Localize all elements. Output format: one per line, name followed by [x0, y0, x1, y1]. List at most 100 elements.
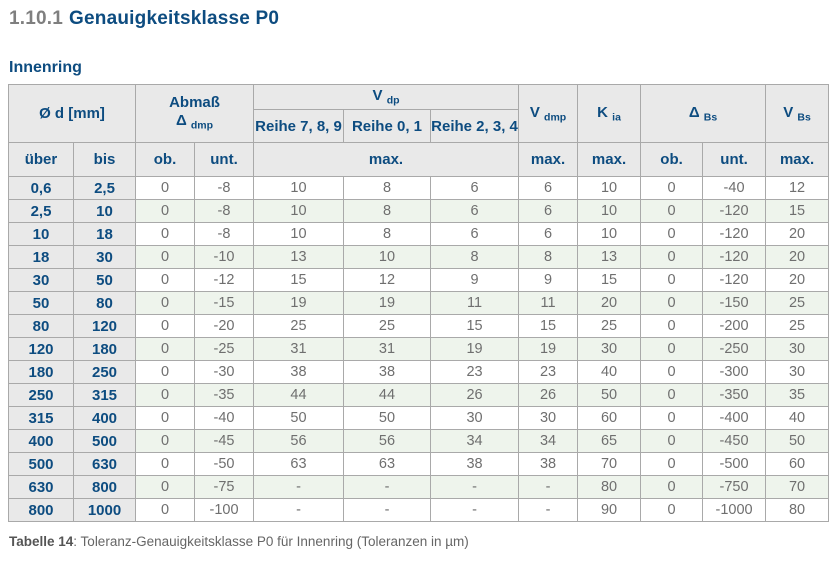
tolerance-value-cell: 19 [253, 291, 344, 315]
diameter-range-cell: 50 [73, 268, 136, 292]
tolerance-value-cell: 0 [135, 268, 195, 292]
diameter-range-cell: 80 [8, 314, 74, 338]
tolerance-value-cell: 6 [429, 176, 520, 200]
tolerance-value-cell: - [429, 498, 520, 522]
tolerance-value-cell: -8 [194, 222, 254, 246]
tolerance-value-cell: 19 [343, 291, 431, 315]
tolerance-value-cell: 26 [429, 383, 520, 407]
col-header-ob: ob. [135, 142, 195, 177]
diameter-range-cell: 80 [73, 291, 136, 315]
tolerance-value-cell: 70 [577, 452, 642, 476]
tolerance-value-cell: -50 [194, 452, 254, 476]
tolerance-value-cell: 0 [135, 291, 195, 315]
tolerance-value-cell: 56 [253, 429, 344, 453]
tolerance-value-cell: -40 [702, 176, 767, 200]
tolerance-value-cell: -25 [194, 337, 254, 361]
tolerance-value-cell: 8 [343, 199, 431, 223]
diameter-range-cell: 630 [73, 452, 136, 476]
tolerance-value-cell: -12 [194, 268, 254, 292]
tolerance-value-cell: 10 [577, 199, 642, 223]
tolerance-value-cell: 60 [577, 406, 642, 430]
tolerance-value-cell: 26 [518, 383, 579, 407]
tolerance-value-cell: 11 [518, 291, 579, 315]
tolerance-value-cell: 44 [343, 383, 431, 407]
tolerance-value-cell: 20 [765, 268, 830, 292]
col-group-vdp: V dp [252, 84, 520, 110]
tolerance-value-cell: 0 [640, 314, 704, 338]
diameter-range-cell: 18 [73, 222, 136, 246]
diameter-range-cell: 1000 [73, 498, 136, 522]
tolerance-value-cell: 0 [640, 222, 704, 246]
tolerance-value-cell: - [253, 498, 344, 522]
tolerance-value-cell: 23 [518, 360, 579, 384]
tolerance-value-cell: 34 [429, 429, 520, 453]
col-header-ueber: über [8, 142, 74, 177]
diameter-range-cell: 10 [8, 222, 74, 246]
tolerance-value-cell: -35 [194, 383, 254, 407]
diameter-range-cell: 0,6 [8, 176, 74, 200]
table-row: 630 800 0 -75- - - -80 0 -750 70 [8, 475, 830, 499]
tolerance-value-cell: 8 [343, 176, 431, 200]
tolerance-value-cell: -20 [194, 314, 254, 338]
tolerance-value-cell: 11 [429, 291, 520, 315]
tolerance-value-cell: 10 [343, 245, 431, 269]
tolerance-value-cell: -300 [702, 360, 767, 384]
tolerance-value-cell: 40 [765, 406, 830, 430]
diameter-range-cell: 315 [73, 383, 136, 407]
col-header-reihe-234: Reihe 2, 3, 4 [429, 109, 520, 143]
tolerance-value-cell: 10 [577, 222, 642, 246]
tolerance-value-cell: 0 [640, 199, 704, 223]
tolerance-value-cell: 20 [577, 291, 642, 315]
tolerance-value-cell: 38 [253, 360, 344, 384]
tolerance-value-cell: 19 [518, 337, 579, 361]
tolerance-value-cell: 0 [135, 222, 195, 246]
tolerance-value-cell: -200 [702, 314, 767, 338]
caption-label: Tabelle 14 [9, 534, 74, 549]
diameter-range-cell: 800 [8, 498, 74, 522]
tolerance-value-cell: 15 [429, 314, 520, 338]
tolerance-value-cell: 30 [429, 406, 520, 430]
col-header-max-vdp: max. [252, 142, 520, 177]
tolerance-value-cell: 70 [765, 475, 830, 499]
tolerance-value-cell: -120 [702, 245, 767, 269]
tolerance-value-cell: -40 [194, 406, 254, 430]
tolerance-value-cell: 0 [640, 406, 704, 430]
tolerance-value-cell: 9 [429, 268, 520, 292]
tolerance-value-cell: 10 [577, 176, 642, 200]
tolerance-value-cell: 8 [518, 245, 579, 269]
diameter-range-cell: 10 [73, 199, 136, 223]
diameter-range-cell: 500 [8, 452, 74, 476]
diameter-range-cell: 630 [8, 475, 74, 499]
tolerance-value-cell: 30 [765, 360, 830, 384]
tolerance-value-cell: 0 [135, 452, 195, 476]
tolerance-value-cell: 0 [135, 245, 195, 269]
table-row: 250 315 0 -35 44 44 26 26 50 0 -350 35 [8, 383, 830, 407]
tolerance-value-cell: 40 [577, 360, 642, 384]
tolerance-value-cell: 50 [765, 429, 830, 453]
tolerance-value-cell: -100 [194, 498, 254, 522]
tolerance-value-cell: 0 [135, 406, 195, 430]
tolerance-value-cell: 60 [765, 452, 830, 476]
tolerance-value-cell: 50 [343, 406, 431, 430]
tolerance-value-cell: -120 [702, 222, 767, 246]
diameter-range-cell: 30 [8, 268, 74, 292]
tolerance-value-cell: -15 [194, 291, 254, 315]
tolerance-value-cell: 8 [343, 222, 431, 246]
table-row: 18 30 0 -10 13 10 8 8 13 0 -120 20 [8, 245, 830, 269]
tolerance-value-cell: 6 [518, 176, 579, 200]
tolerance-value-cell: 31 [343, 337, 431, 361]
tolerance-value-cell: - [518, 475, 579, 499]
tolerance-value-cell: 0 [640, 475, 704, 499]
tolerance-value-cell: 0 [135, 383, 195, 407]
tolerance-value-cell: 0 [135, 199, 195, 223]
tolerance-value-cell: 65 [577, 429, 642, 453]
page-title: 1.10.1 Genauigkeitsklasse P0 [9, 8, 828, 30]
table-row: 0,6 2,5 0 -8 10 8 6 6 10 0 -40 12 [8, 176, 830, 200]
tolerance-value-cell: -450 [702, 429, 767, 453]
col-header-unt: unt. [194, 142, 254, 177]
col-header-reihe-01: Reihe 0, 1 [343, 109, 431, 143]
tolerance-value-cell: -10 [194, 245, 254, 269]
tolerance-value-cell: 20 [765, 245, 830, 269]
diameter-range-cell: 50 [8, 291, 74, 315]
table-row: 30 50 0 -12 15 12 9 9 15 0 -120 20 [8, 268, 830, 292]
